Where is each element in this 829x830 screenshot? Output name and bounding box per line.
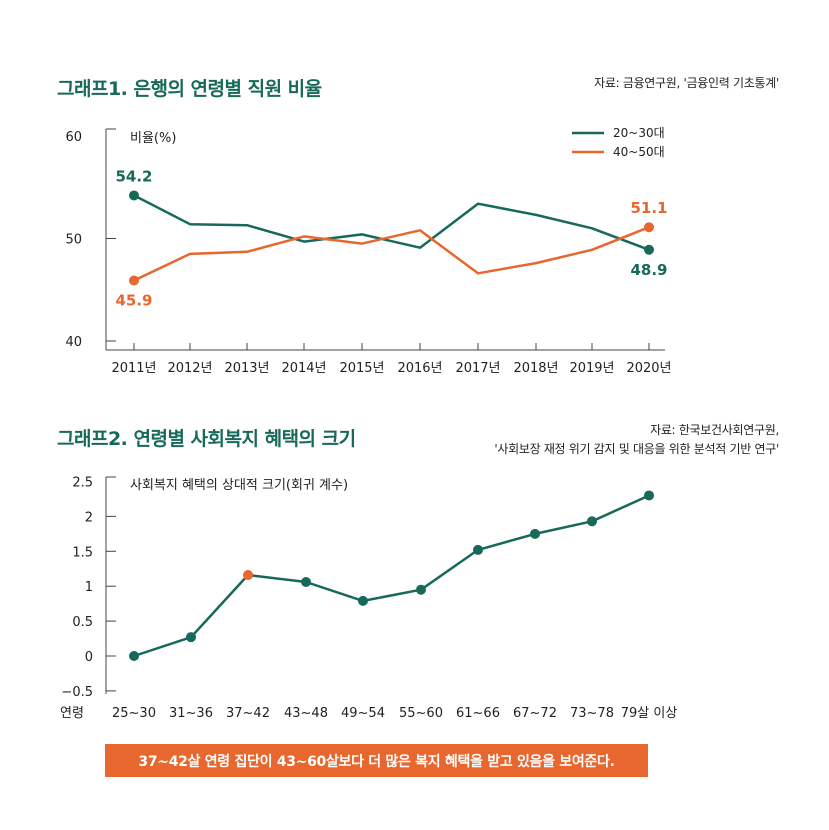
- chart2-x-tick-label: 61~66: [456, 706, 500, 721]
- chart1-x-ticks: 2011년 2012년 2013년 2014년 2015년 2016년 2017년 2018년…: [111, 343, 672, 376]
- chart2-series: [129, 490, 654, 661]
- chart2-y-tick-label: −0.5: [61, 685, 93, 700]
- conclusion-banner: 37~42살 연령 집단이 43~60살보다 더 많은 복지 혜택을 받고 있음…: [105, 744, 648, 777]
- chart2-y-tick-label: 2: [85, 510, 93, 525]
- chart2-x-tick-label: 49~54: [341, 706, 385, 721]
- chart1-legend-label: 20~30대: [613, 126, 665, 140]
- chart1-data-labels: 54.2 45.9 51.1 48.9: [115, 167, 667, 309]
- chart2-point: [644, 490, 654, 501]
- chart2-x-tick-label: 25~30: [112, 706, 156, 721]
- chart1-title: 그래프1. 은행의 연령별 직원 비율: [57, 78, 322, 100]
- chart1-x-tick-label: 2015년: [339, 361, 384, 376]
- chart1-y-label: 비율(%): [130, 131, 176, 146]
- chart1-x-tick-label: 2017년: [455, 361, 500, 376]
- chart2-y-ticks: 2.5 2 1.5 1 0.5 0 −0.5: [61, 476, 116, 700]
- chart2-y-tick-label: 0.5: [72, 615, 93, 630]
- chart2-point: [243, 570, 253, 581]
- chart1-series: [129, 190, 654, 286]
- chart2-point: [301, 577, 311, 588]
- chart2-x-tick-label: 67~72: [513, 706, 557, 721]
- chart2-y-tick-label: 2.5: [72, 476, 93, 491]
- chart1-legend: 20~30대 40~50대: [572, 126, 665, 159]
- chart2-point: [473, 544, 483, 555]
- chart2-point: [358, 595, 368, 606]
- chart1-x-tick-label: 2014년: [281, 361, 326, 376]
- chart2-x-tick-label: 55~60: [399, 706, 443, 721]
- chart2-y-tick-label: 0: [85, 650, 93, 665]
- chart2-point: [416, 584, 426, 595]
- chart1-data-label: 51.1: [630, 199, 667, 217]
- chart1-x-tick-label: 2016년: [397, 361, 442, 376]
- chart2-x-tick-label: 43~48: [284, 706, 328, 721]
- chart1-x-tick-label: 2013년: [224, 361, 269, 376]
- chart2-x-tick-label: 37~42: [226, 706, 270, 721]
- chart1-data-label: 48.9: [630, 261, 667, 279]
- chart1-point: [644, 222, 654, 233]
- chart1-x-tick-label: 2012년: [167, 361, 212, 376]
- chart1-y-tick-label: 60: [65, 130, 82, 145]
- chart2-point: [129, 651, 139, 661]
- chart1-series-line: [133, 194, 650, 251]
- chart1-point: [129, 275, 139, 286]
- chart1-x-tick-label: 2018년: [513, 361, 558, 376]
- chart1-source: 자료: 금융연구원, '금융인력 기초통계': [594, 76, 779, 90]
- chart1-y-tick-label: 40: [65, 335, 82, 350]
- chart2-point: [186, 632, 196, 643]
- chart2-source-line-1: 자료: 한국보건사회연구원,: [650, 423, 779, 437]
- chart1-series-line: [133, 226, 650, 282]
- chart2-y-label: 사회복지 혜택의 상대적 크기(회귀 계수): [130, 478, 348, 493]
- chart2-series-line: [133, 494, 650, 658]
- chart1-x-tick-label: 2011년: [111, 361, 156, 376]
- chart2-point: [587, 516, 597, 527]
- chart1-point: [129, 190, 139, 201]
- chart2-y-tick-label: 1: [85, 580, 93, 595]
- chart2-y-tick-label: 1.5: [72, 545, 93, 560]
- chart2-x-ticks: 25~30 31~36 37~42 43~48 49~54 55~60 61~66 67~72…: [112, 706, 677, 721]
- chart1-y-ticks: 60 50 40: [65, 130, 116, 350]
- chart1-x-tick-label: 2019년: [569, 361, 614, 376]
- chart1-x-tick-label: 2020년: [626, 361, 671, 376]
- chart2-point: [530, 528, 540, 539]
- chart1-y-tick-label: 50: [65, 233, 82, 248]
- chart2-source: 자료: 한국보건사회연구원, '사회보장 재정 위기 감지 및 대응을 위한 분…: [494, 421, 779, 459]
- chart1-legend-label: 40~50대: [613, 145, 665, 159]
- chart2-title: 그래프2. 연령별 사회복지 혜택의 크기: [57, 428, 356, 450]
- chart2-x-label: 연령: [60, 706, 84, 721]
- chart2-x-tick-label: 31~36: [169, 706, 213, 721]
- chart1-data-label: 45.9: [115, 292, 152, 310]
- chart1-point: [644, 244, 654, 255]
- chart2-source-line-2: '사회보장 재정 위기 감지 및 대응을 위한 분석적 기반 연구': [494, 442, 779, 456]
- chart2-x-tick-label: 73~78: [570, 706, 614, 721]
- chart2-x-tick-label: 79살 이상: [621, 706, 678, 721]
- chart1-data-label: 54.2: [115, 167, 152, 185]
